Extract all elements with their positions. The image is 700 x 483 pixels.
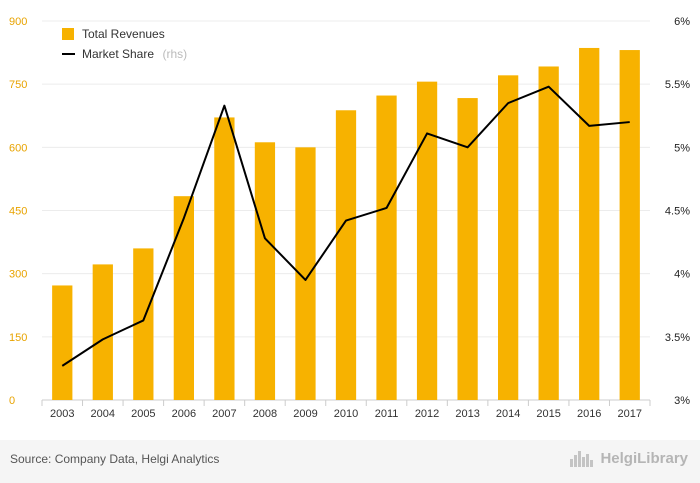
legend: Total Revenues Market Share (rhs) <box>62 27 187 62</box>
right-axis-tick-label: 4.5% <box>665 206 690 218</box>
x-axis-tick-label: 2009 <box>293 408 317 420</box>
legend-label-market-share: Market Share (rhs) <box>82 45 187 62</box>
chart: 0 150 300 450 600 750 900 3% 3.5% 4% 4.5% 5% 5.5% 6%… <box>9 16 690 420</box>
left-axis-tick-label: 300 <box>9 269 27 281</box>
bar-2014 <box>498 75 519 400</box>
right-axis-tick-label: 3.5% <box>665 332 690 344</box>
left-axis-tick-label: 450 <box>9 206 27 218</box>
legend-swatch-total-revenues <box>62 28 74 40</box>
bar-2003 <box>52 285 73 400</box>
x-axis-tick-label: 2006 <box>172 408 196 420</box>
x-axis-tick-label: 2010 <box>334 408 358 420</box>
x-axis-tick-label: 2003 <box>50 408 74 420</box>
footer: Source: Company Data, Helgi Analytics He… <box>0 440 700 483</box>
right-axis-tick-label: 4% <box>674 269 690 281</box>
bar-2008 <box>254 142 276 400</box>
bar-2012 <box>416 81 438 400</box>
x-axis-tick-label: 2008 <box>253 408 277 420</box>
x-axis-tick-label: 2016 <box>577 408 601 420</box>
x-axis-tick-label: 2014 <box>496 408 520 420</box>
x-axis-tick-label: 2011 <box>375 408 399 420</box>
legend-label-market-share-suffix: (rhs) <box>162 47 187 61</box>
bar-2009 <box>295 147 316 400</box>
x-axis-tick-label: 2015 <box>536 408 560 420</box>
logo-text: HelgiLibrary <box>600 450 688 467</box>
bar-2017 <box>619 50 640 400</box>
x-axis-tick-label: 2017 <box>617 408 641 420</box>
x-axis-tick-label: 2004 <box>91 408 115 420</box>
right-axis-tick-label: 5.5% <box>665 79 690 91</box>
left-axis-tick-label: 900 <box>9 16 27 28</box>
line-series-market-share <box>61 85 630 367</box>
right-axis-ticks: 3% 3.5% 4% 4.5% 5% 5.5% 6% <box>665 16 690 407</box>
bar-2015 <box>538 66 559 400</box>
right-axis-tick-label: 3% <box>674 395 690 407</box>
bar-2007 <box>214 117 235 400</box>
bar-2016 <box>579 47 600 400</box>
bar-2005 <box>133 248 154 400</box>
x-axis-ticks: 2003 2004 2005 2006 2007 2008 2009 2010 2011 2012… <box>50 408 642 420</box>
x-axis-tick-label: 2013 <box>455 408 479 420</box>
source-note: Source: Company Data, Helgi Analytics <box>10 452 220 466</box>
bar-2004 <box>92 264 113 400</box>
legend-label-market-share-name: Market Share <box>82 47 154 61</box>
helgi-library-logo: HelgiLibrary <box>570 450 688 467</box>
bar-2006 <box>173 196 194 400</box>
left-axis-ticks: 0 150 300 450 600 750 900 <box>9 16 27 407</box>
bar-2013 <box>457 98 478 401</box>
right-axis-tick-label: 6% <box>674 16 690 28</box>
bar-2011 <box>376 95 397 400</box>
x-axis-tick-label: 2012 <box>415 408 439 420</box>
bar-series-total-revenues <box>52 47 640 401</box>
city-skyline-icon <box>570 450 594 467</box>
market-share-line <box>61 85 630 367</box>
left-axis-tick-label: 750 <box>9 79 27 91</box>
x-axis-tick-label: 2007 <box>212 408 236 420</box>
left-axis-tick-label: 0 <box>9 395 15 407</box>
legend-label-total-revenues: Total Revenues <box>82 27 165 41</box>
right-axis-tick-label: 5% <box>674 142 690 154</box>
x-axis-tick-label: 2005 <box>131 408 155 420</box>
bar-2010 <box>335 110 357 400</box>
left-axis-tick-label: 600 <box>9 142 27 154</box>
left-axis-tick-label: 150 <box>9 332 27 344</box>
